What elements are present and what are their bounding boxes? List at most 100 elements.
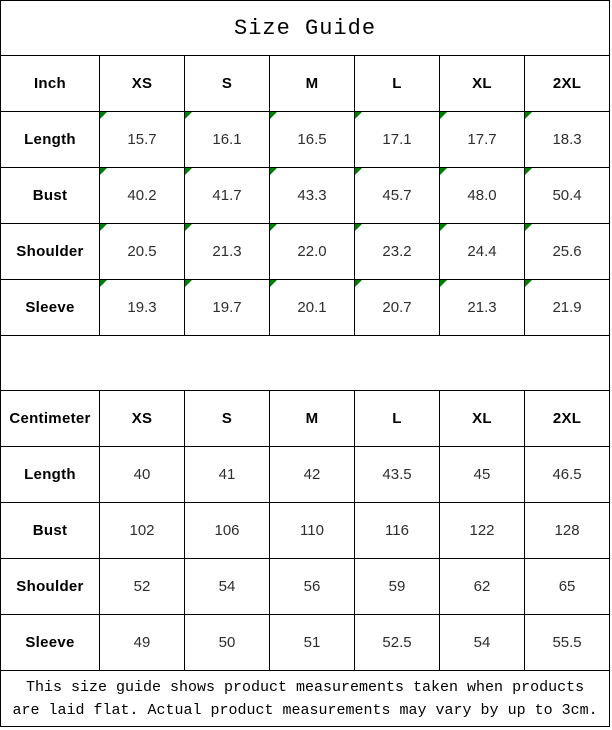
size-value-text: 50 [218, 634, 236, 651]
size-value-cell: 116 [354, 502, 440, 559]
size-value-cell: 20.1 [269, 279, 355, 336]
size-value-cell: 50 [184, 614, 270, 671]
size-value-text: 40.2 [127, 187, 157, 204]
size-value-cell: 56 [269, 558, 355, 615]
cell-marker-icon [270, 224, 277, 231]
size-header-row: Inch XS S M L XL 2XL [0, 55, 611, 112]
size-value-cell: 21.9 [523, 279, 611, 336]
measurement-row: Shoulder 52 54 56 59 62 65 [0, 558, 611, 615]
size-value-cell: 25.6 [523, 223, 611, 280]
size-value-cell: 110 [269, 502, 355, 559]
cell-marker-icon [525, 112, 532, 119]
size-value-cell: 20.5 [99, 223, 185, 280]
size-col-header: XS [99, 390, 185, 447]
size-value-cell: 22.0 [269, 223, 355, 280]
centimeter-table-section: Centimeter XS S M L XL 2XL Length 40 41 42 43.5 45 46… [0, 390, 611, 671]
cell-marker-icon [270, 280, 277, 287]
measurement-row: Shoulder 20.5 21.3 22.0 23.2 24.4 25.6 [0, 223, 611, 280]
size-value-cell: 43.5 [354, 446, 440, 503]
size-value-text: 50.4 [552, 187, 582, 204]
cell-marker-icon [100, 224, 107, 231]
unit-label: Inch [0, 55, 100, 112]
spacer-section [0, 335, 611, 391]
cell-marker-icon [525, 280, 532, 287]
size-col-header: M [269, 390, 355, 447]
cell-marker-icon [185, 224, 192, 231]
size-value-text: 110 [300, 522, 324, 539]
size-value-text: 25.6 [552, 243, 582, 260]
size-value-text: 20.7 [382, 299, 412, 316]
size-value-text: 23.2 [382, 243, 412, 260]
size-value-text: 20.1 [297, 299, 327, 316]
size-value-cell: 16.1 [184, 111, 270, 168]
footer-section: This size guide shows product measuremen… [0, 670, 611, 727]
size-col-header: XL [439, 55, 525, 112]
size-value-cell: 45 [439, 446, 525, 503]
size-value-cell: 40 [99, 446, 185, 503]
size-value-text: 62 [473, 578, 491, 595]
cell-marker-icon [355, 168, 362, 175]
size-value-cell: 65 [523, 558, 611, 615]
cell-marker-icon [100, 280, 107, 287]
size-value-text: 51 [303, 634, 321, 651]
measurement-row: Sleeve 19.3 19.7 20.1 20.7 21.3 21.9 [0, 279, 611, 336]
size-col-header: 2XL [523, 55, 611, 112]
measurement-row-label: Sleeve [0, 279, 100, 336]
size-value-cell: 128 [523, 502, 611, 559]
size-value-cell: 41.7 [184, 167, 270, 224]
cell-marker-icon [355, 280, 362, 287]
size-value-text: 56 [303, 578, 321, 595]
measurement-row: Length 40 41 42 43.5 45 46.5 [0, 446, 611, 503]
size-value-text: 16.1 [212, 131, 242, 148]
size-col-header: S [184, 55, 270, 112]
footer-row: This size guide shows product measuremen… [0, 670, 611, 727]
size-value-text: 54 [218, 578, 236, 595]
size-value-text: 21.3 [467, 299, 497, 316]
measurement-row: Bust 102 106 110 116 122 128 [0, 502, 611, 559]
size-value-text: 41.7 [212, 187, 242, 204]
cell-marker-icon [185, 168, 192, 175]
measurement-row-label: Bust [0, 502, 100, 559]
spacer-row [0, 335, 611, 391]
cell-marker-icon [440, 168, 447, 175]
footer-note-line-2: are laid flat. Actual product measuremen… [12, 701, 598, 719]
size-value-text: 54 [473, 634, 491, 651]
size-header-row: Centimeter XS S M L XL 2XL [0, 390, 611, 447]
footer-note: This size guide shows product measuremen… [0, 670, 611, 727]
title-row: Size Guide [0, 0, 611, 56]
size-value-text: 43.5 [382, 466, 412, 483]
cell-marker-icon [440, 112, 447, 119]
size-value-cell: 52 [99, 558, 185, 615]
size-col-header: XL [439, 390, 525, 447]
size-value-cell: 45.7 [354, 167, 440, 224]
size-value-cell: 46.5 [523, 446, 611, 503]
cell-marker-icon [355, 224, 362, 231]
size-col-header: 2XL [523, 390, 611, 447]
size-value-text: 19.7 [212, 299, 242, 316]
size-value-cell: 19.3 [99, 279, 185, 336]
size-col-header: L [354, 55, 440, 112]
size-value-cell: 41 [184, 446, 270, 503]
size-value-text: 128 [554, 522, 580, 539]
size-value-text: 55.5 [552, 634, 582, 651]
size-value-cell: 122 [439, 502, 525, 559]
size-value-cell: 43.3 [269, 167, 355, 224]
size-value-text: 15.7 [127, 131, 157, 148]
size-value-cell: 49 [99, 614, 185, 671]
size-value-cell: 48.0 [439, 167, 525, 224]
size-value-text: 45.7 [382, 187, 412, 204]
cell-marker-icon [270, 112, 277, 119]
size-value-cell: 21.3 [184, 223, 270, 280]
size-value-text: 16.5 [297, 131, 327, 148]
size-value-text: 48.0 [467, 187, 497, 204]
cell-marker-icon [440, 224, 447, 231]
size-value-cell: 17.1 [354, 111, 440, 168]
cell-marker-icon [270, 168, 277, 175]
measurement-row-label: Length [0, 446, 100, 503]
size-col-header: L [354, 390, 440, 447]
measurement-row-label: Sleeve [0, 614, 100, 671]
measurement-row-label: Shoulder [0, 558, 100, 615]
measurement-row: Length 15.7 16.1 16.5 17.1 17.7 18.3 [0, 111, 611, 168]
size-value-text: 65 [558, 578, 576, 595]
